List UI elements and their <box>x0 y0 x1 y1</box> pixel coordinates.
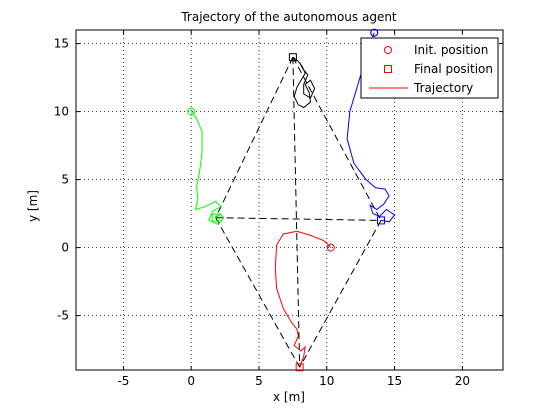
y-tick-label: 15 <box>54 37 69 51</box>
legend-label: Init. position <box>414 43 488 57</box>
y-tick-label: 0 <box>61 241 69 255</box>
x-tick-label: 5 <box>255 374 263 388</box>
y-tick-label: -5 <box>57 309 69 323</box>
x-axis-label: x [m] <box>273 390 305 404</box>
x-tick-label: -5 <box>117 374 129 388</box>
x-tick-label: 20 <box>455 374 470 388</box>
x-tick-label: 15 <box>387 374 402 388</box>
legend-label: Trajectory <box>413 81 473 95</box>
y-axis-label: y [m] <box>26 190 40 222</box>
legend-label: Final position <box>414 62 493 76</box>
x-tick-label: 10 <box>319 374 334 388</box>
chart-title: Trajectory of the autonomous agent <box>180 10 397 24</box>
y-tick-label: 5 <box>61 173 69 187</box>
y-tick-label: 10 <box>54 105 69 119</box>
legend: Init. position Final position Trajectory <box>361 38 498 98</box>
x-tick-label: 0 <box>187 374 195 388</box>
